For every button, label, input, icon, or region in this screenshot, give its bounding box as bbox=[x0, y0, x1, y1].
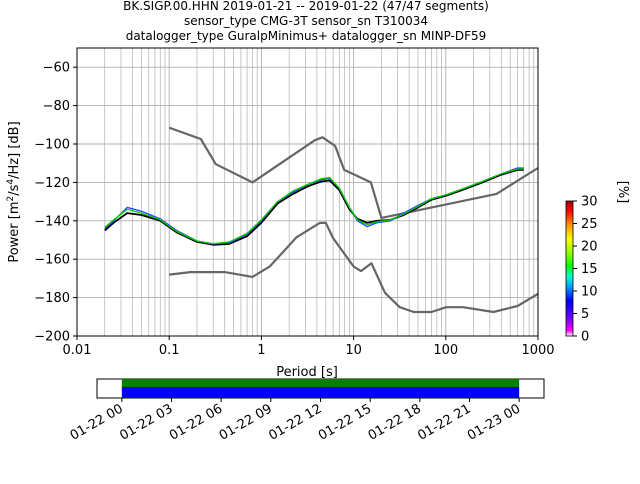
colorbar-tick-label: 15 bbox=[581, 262, 598, 277]
colorbar-tick-label: 10 bbox=[581, 285, 598, 300]
y-tick-label: −100 bbox=[34, 138, 70, 153]
timeline-tick-label: 01-22 06 bbox=[167, 401, 225, 443]
series-nhnm bbox=[168, 126, 538, 219]
ppsd-lines bbox=[104, 126, 538, 314]
timeline-coverage-bottom bbox=[121, 387, 520, 398]
y-tick-label: −140 bbox=[34, 214, 70, 229]
title-line-2: sensor_type CMG-3T sensor_sn T310034 bbox=[184, 14, 428, 28]
colorbar-tick-label: 25 bbox=[581, 217, 598, 232]
timeline-coverage-top bbox=[121, 379, 520, 387]
x-tick-label: 10 bbox=[345, 343, 362, 358]
colorbar-tick-label: 20 bbox=[581, 240, 598, 255]
x-tick-label: 0.1 bbox=[159, 343, 180, 358]
colorbar: 0 5 10 15 20 25 30 [%] bbox=[565, 181, 630, 345]
colorbar-label: [%] bbox=[615, 181, 630, 204]
y-tick-label: −60 bbox=[43, 61, 70, 76]
timeline-tick-label: 01-22 18 bbox=[366, 401, 424, 443]
timeline-tick-label: 01-22 00 bbox=[68, 401, 126, 443]
colorbar-tick-label: 0 bbox=[581, 330, 589, 345]
y-tick-label: −80 bbox=[43, 99, 70, 114]
x-tick-label: 100 bbox=[433, 343, 458, 358]
timeline-tick-label: 01-22 15 bbox=[316, 401, 374, 443]
y-tick-label: −180 bbox=[34, 291, 70, 306]
plot-frame bbox=[76, 47, 539, 337]
colorbar-tick-label: 5 bbox=[581, 307, 589, 322]
colorbar-ticks: 0 5 10 15 20 25 30 bbox=[573, 195, 598, 345]
y-tick-label: −200 bbox=[34, 330, 70, 345]
title-line-3: datalogger_type GuralpMinimus+ datalogge… bbox=[126, 29, 487, 43]
colorbar-tick-label: 30 bbox=[581, 195, 598, 210]
timeline-tick-label: 01-22 21 bbox=[415, 401, 473, 443]
timeline-tick-label: 01-23 00 bbox=[465, 401, 523, 443]
x-tick-label: 1000 bbox=[521, 343, 554, 358]
timeline-tick-label: 01-22 03 bbox=[117, 401, 175, 443]
series-median bbox=[104, 168, 524, 245]
plot-area bbox=[77, 48, 538, 336]
x-tick-label: 1 bbox=[257, 343, 265, 358]
y-tick-label: −120 bbox=[34, 176, 70, 191]
x-axis-label: Period [s] bbox=[276, 365, 338, 380]
series-mean bbox=[104, 168, 524, 246]
series-nlnm bbox=[169, 221, 538, 314]
y-axis-label: Power [m2/s4/Hz] [dB] bbox=[6, 121, 22, 262]
x-axis: 0.01 0.1 1 10 100 1000 bbox=[63, 336, 555, 358]
colorbar-gradient bbox=[565, 200, 574, 337]
timeline-tick-label: 01-22 12 bbox=[266, 401, 324, 443]
chart-title: BK.SIGP.00.HHN 2019-01-21 -- 2019-01-22 … bbox=[123, 0, 489, 43]
title-line-1: BK.SIGP.00.HHN 2019-01-21 -- 2019-01-22 … bbox=[123, 0, 489, 13]
x-tick-label: 0.01 bbox=[63, 343, 92, 358]
y-axis: −200 −180 −160 −140 −120 −100 −80 −60 bbox=[34, 61, 77, 345]
y-tick-label: −160 bbox=[34, 253, 70, 268]
timeline-tick-label: 01-22 09 bbox=[217, 401, 275, 443]
